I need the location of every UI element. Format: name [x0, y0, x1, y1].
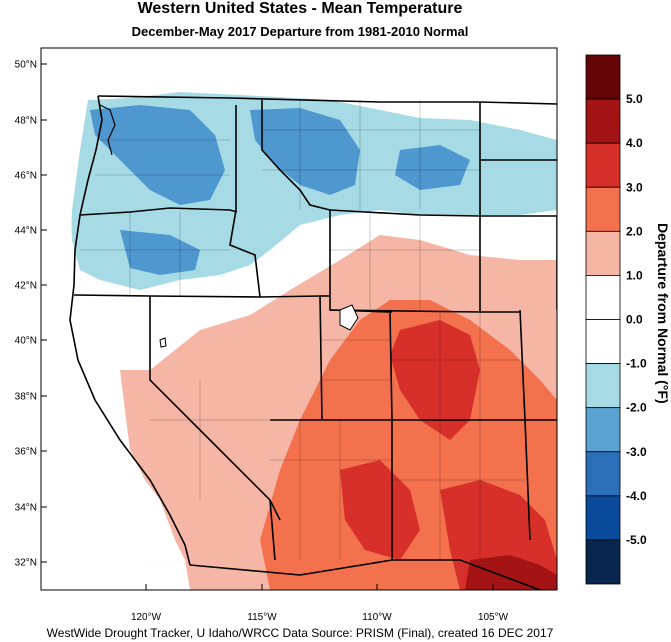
map-content — [41, 48, 557, 590]
map-title: Western United States - Mean Temperature — [137, 0, 463, 17]
cool-anomaly-core-montana — [250, 108, 360, 195]
colorbar-swatch — [585, 230, 621, 276]
colorbar-tick-label: -3.0 — [626, 445, 647, 459]
colorbar-swatch — [585, 451, 621, 497]
latitude-label: 40°N — [15, 336, 37, 347]
longitude-label: 110°W — [362, 612, 392, 623]
latitude-axis: 50°N 48°N 46°N 44°N 42°N 40°N 38°N 36°N 34°N 32°N — [15, 60, 47, 569]
colorbar-title: Departure from Normal (°F) — [655, 223, 671, 404]
colorbar-swatch — [585, 186, 621, 232]
colorbar-tick-label: 3.0 — [626, 180, 643, 194]
colorbar-swatch — [585, 363, 621, 409]
latitude-label: 34°N — [15, 503, 37, 514]
latitude-label: 46°N — [15, 171, 37, 182]
colorbar-swatch — [585, 275, 621, 320]
county-lines — [80, 100, 525, 560]
colorbar-swatch — [585, 54, 621, 100]
colorbar-tick-label: 5.0 — [626, 92, 643, 106]
colorbar-swatch — [585, 98, 621, 144]
very-hot-anomaly-southeast-corner — [465, 555, 557, 590]
colorbar-tick-label: 4.0 — [626, 136, 643, 150]
latitude-label: 44°N — [15, 226, 37, 237]
latitude-label: 48°N — [15, 116, 37, 127]
colorbar: 5.0 4.0 3.0 2.0 1.0 0.0 -1.0 -2.0 -3.0 -4.0 -5.0 — [585, 54, 647, 585]
latitude-label: 36°N — [15, 447, 37, 458]
colorbar-swatch — [585, 142, 621, 188]
colorbar-swatch — [585, 539, 621, 585]
colorbar-swatch — [585, 319, 621, 364]
colorbar-tick-label: 2.0 — [626, 224, 643, 238]
colorbar-tick-label: 1.0 — [626, 268, 643, 282]
longitude-label: 115°W — [247, 612, 277, 623]
cool-anomaly-patch-eastern-montana — [395, 145, 470, 190]
map-subtitle: December-May 2017 Departure from 1981-20… — [131, 24, 469, 39]
pacific-ocean — [41, 48, 185, 590]
credit-line: WestWide Drought Tracker, U Idaho/WRCC D… — [46, 626, 554, 640]
hot-anomaly-arizona — [340, 460, 420, 560]
lake-tahoe — [159, 337, 167, 348]
colorbar-swatch — [585, 407, 621, 453]
latitude-label: 38°N — [15, 392, 37, 403]
gulf-of-california — [41, 560, 190, 590]
longitude-label: 105°W — [478, 612, 509, 623]
great-salt-lake — [339, 304, 359, 331]
colorbar-tick-label: -2.0 — [626, 401, 647, 415]
latitude-label: 50°N — [15, 60, 37, 71]
latitude-label: 42°N — [15, 281, 37, 292]
warm-light-anomaly-california-desert — [120, 370, 250, 545]
longitude-label: 120°W — [131, 612, 162, 623]
hot-anomaly-colorado — [390, 320, 480, 440]
longitude-axis: 120°W 115°W 110°W 105°W — [131, 584, 509, 623]
colorbar-tick-label: 0.0 — [626, 313, 643, 327]
colorbar-tick-label: -5.0 — [626, 533, 647, 547]
latitude-label: 32°N — [15, 558, 37, 569]
cool-anomaly-core-northwest — [90, 105, 225, 205]
colorbar-swatch — [585, 495, 621, 541]
colorbar-tick-label: -4.0 — [626, 489, 647, 503]
puget-sound-coast — [99, 104, 116, 156]
map-frame — [40, 47, 558, 591]
colorbar-tick-label: -1.0 — [626, 357, 647, 371]
state-boundaries — [69, 95, 557, 590]
